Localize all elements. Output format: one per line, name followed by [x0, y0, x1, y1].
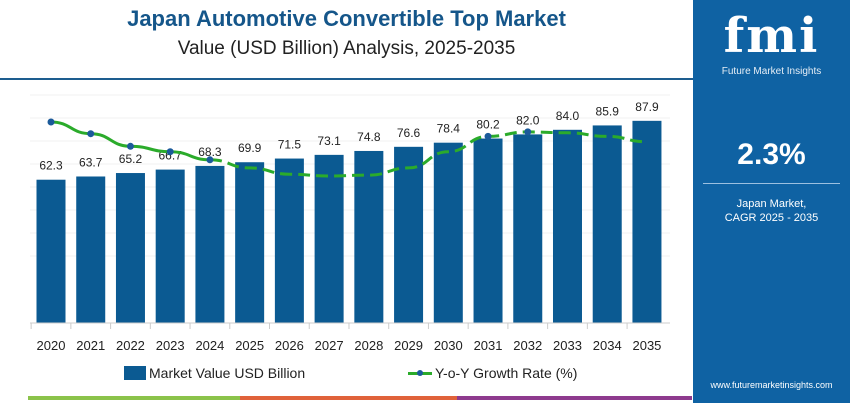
x-tick-label: 2026: [275, 338, 304, 353]
data-label: 80.2: [476, 118, 500, 132]
growth-point: [166, 148, 174, 156]
data-label: 63.7: [79, 155, 103, 169]
x-tick-label: 2027: [315, 338, 344, 353]
x-tick-label: 2033: [553, 338, 582, 353]
bar-2030: [433, 142, 463, 323]
cagr-label: Japan Market,: [736, 198, 807, 210]
growth-line-dashed: [209, 130, 647, 178]
x-tick-label: 2028: [354, 338, 383, 353]
x-tick-label: 2020: [37, 338, 66, 353]
bar-2028: [354, 150, 384, 323]
growth-point: [206, 156, 214, 164]
data-label: 85.9: [596, 104, 620, 118]
bar-2023: [155, 169, 185, 323]
data-label: 76.6: [397, 126, 421, 140]
growth-point: [126, 142, 134, 150]
growth-point: [484, 132, 492, 140]
legend-line: Y-o-Y Growth Rate (%): [408, 365, 577, 381]
growth-point: [87, 130, 95, 138]
bar-2024: [195, 165, 225, 323]
data-label: 62.3: [39, 159, 63, 173]
side-panel: fmi Future Market Insights 2.3% Japan Ma…: [693, 0, 850, 403]
x-tick-label: 2032: [513, 338, 542, 353]
data-label: 82.0: [516, 113, 540, 127]
x-tick-label: 2030: [434, 338, 463, 353]
bar-2026: [274, 158, 304, 323]
x-tick-label: 2035: [632, 338, 661, 353]
data-label: 78.4: [437, 122, 461, 136]
legend-bar: Market Value USD Billion: [124, 365, 305, 381]
data-label: 69.9: [238, 141, 262, 155]
bar-2027: [314, 154, 344, 323]
x-tick-label: 2022: [116, 338, 145, 353]
data-label: 84.0: [556, 109, 580, 123]
bar-2025: [235, 162, 265, 323]
logo-subtitle: Future Market Insights: [721, 66, 822, 77]
x-tick-label: 2023: [156, 338, 185, 353]
legend-bar-swatch: [124, 366, 146, 380]
x-tick-label: 2025: [235, 338, 264, 353]
legend-bar-label: Market Value USD Billion: [149, 365, 306, 381]
bar-2020: [36, 179, 66, 323]
bar-2034: [592, 125, 622, 324]
cagr-value: 2.3%: [737, 138, 806, 171]
bar-2033: [552, 129, 582, 323]
x-tick-label: 2031: [474, 338, 503, 353]
data-label: 65.2: [119, 152, 143, 166]
chart-subtitle: Value (USD Billion) Analysis, 2025-2035: [177, 38, 516, 59]
growth-point: [524, 128, 532, 136]
divider: [0, 78, 693, 80]
bar-2035: [632, 120, 662, 323]
chart-title: Japan Automotive Convertible Top Market: [127, 6, 566, 31]
bar-2032: [513, 134, 543, 323]
divider: [703, 183, 840, 184]
x-tick-label: 2024: [195, 338, 224, 353]
bar-2022: [115, 173, 145, 323]
bar-2029: [394, 146, 424, 323]
website-link[interactable]: www.futuremarketinsights.com: [710, 380, 833, 390]
bar-2021: [76, 176, 106, 323]
legend-line-swatch: [408, 369, 432, 376]
data-label: 87.9: [635, 100, 659, 114]
x-tick-label: 2034: [593, 338, 622, 353]
fmi-logo: fmi: [723, 8, 820, 64]
data-label: 71.5: [278, 138, 302, 152]
legend-line-label: Y-o-Y Growth Rate (%): [435, 365, 578, 381]
growth-point: [47, 118, 55, 126]
x-tick-label: 2029: [394, 338, 423, 353]
data-label: 68.3: [198, 145, 222, 159]
cagr-period: CAGR 2025 - 2035: [724, 212, 819, 224]
chart: 62.3202063.7202165.2202266.7202368.32024…: [30, 94, 670, 353]
bar-2031: [473, 138, 503, 323]
data-label: 74.8: [357, 130, 381, 144]
color-strip: [28, 396, 692, 400]
x-tick-label: 2021: [76, 338, 105, 353]
data-label: 73.1: [317, 134, 341, 148]
